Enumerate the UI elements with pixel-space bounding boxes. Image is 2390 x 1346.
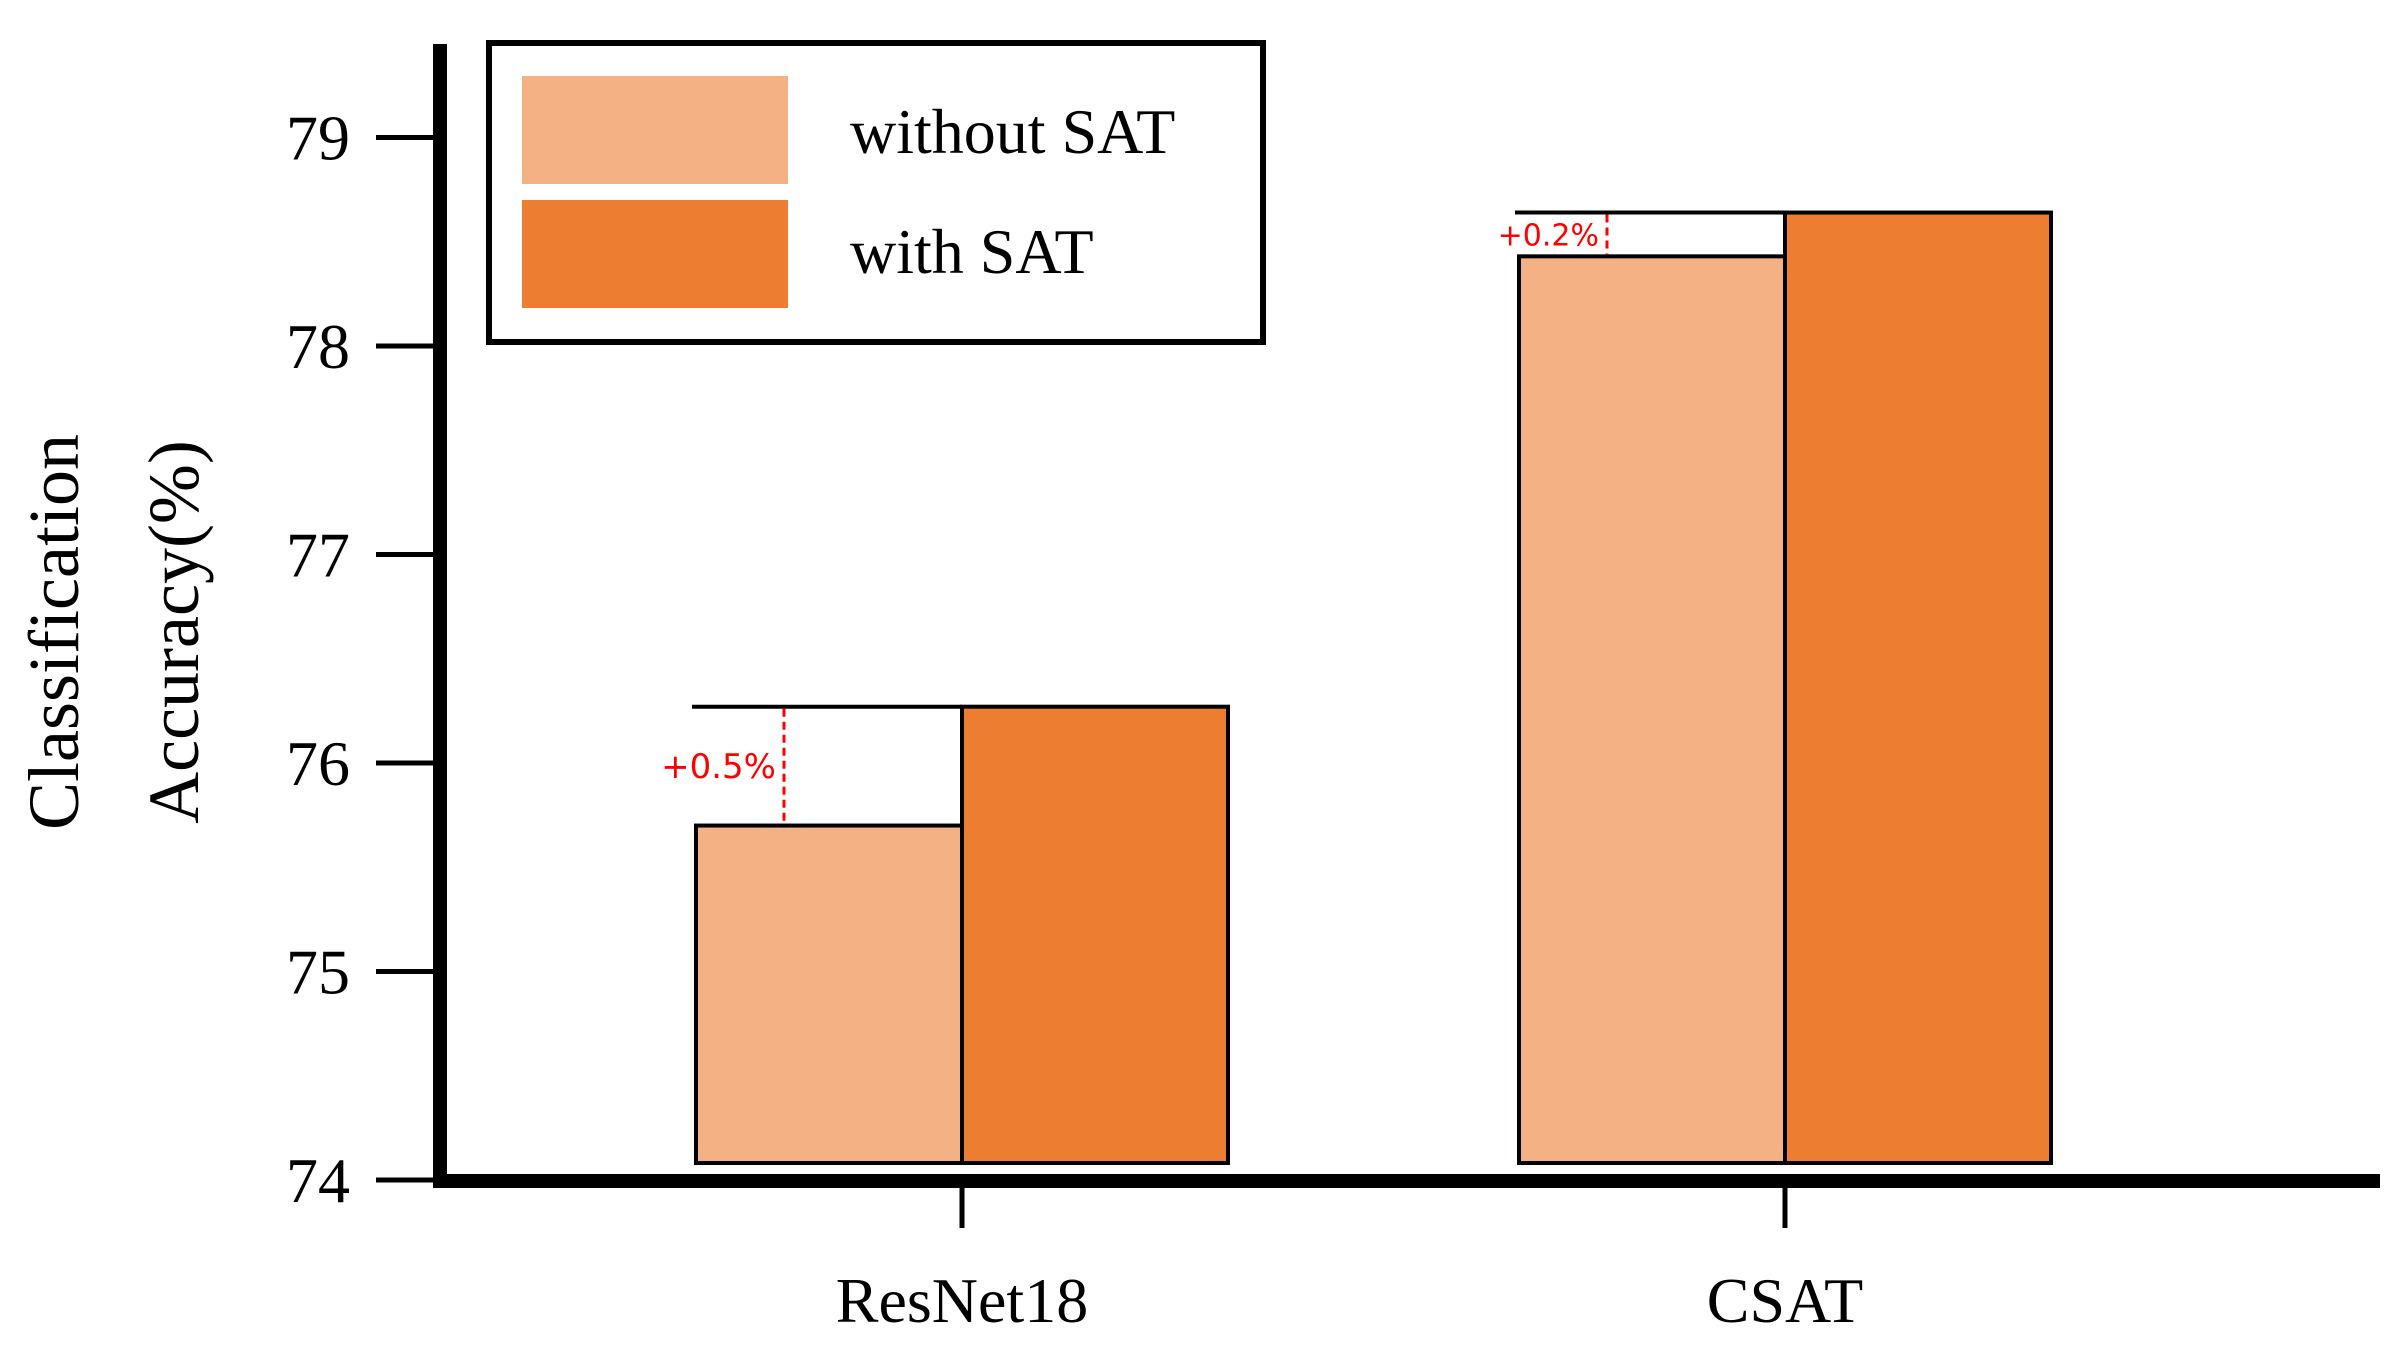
bars — [694, 210, 2053, 1166]
y-tick-label-77: 77 — [286, 520, 350, 591]
legend-swatch-with-sat — [522, 200, 788, 308]
bar-resnet18-without-sat — [694, 823, 964, 1165]
difference-label-resnet18: +0.5% — [661, 747, 776, 787]
y-tick-label-76: 76 — [286, 728, 350, 799]
difference-annotations: +0.5% +0.2% — [661, 210, 1785, 824]
bar-csat-with-sat — [1783, 210, 2053, 1165]
y-tick-label-75: 75 — [286, 937, 350, 1008]
y-axis-title: Classification Accuracy(%) — [14, 434, 214, 830]
y-axis-ticks: 74 75 76 77 78 79 — [286, 103, 433, 1216]
difference-label-csat: +0.2% — [1498, 218, 1599, 253]
y-axis-title-line-2: Accuracy(%) — [134, 440, 214, 824]
legend: without SAT with SAT — [486, 40, 1266, 345]
x-label-resnet18: ResNet18 — [836, 1265, 1088, 1336]
legend-swatch-without-sat — [522, 76, 788, 184]
y-tick-label-79: 79 — [286, 103, 350, 174]
y-tick-label-78: 78 — [286, 311, 350, 382]
bar-csat-without-sat — [1517, 254, 1787, 1166]
x-label-csat: CSAT — [1707, 1265, 1864, 1336]
y-axis-title-line-1: Classification — [14, 434, 94, 830]
legend-label-without-sat: without SAT — [850, 96, 1175, 167]
bar-resnet18-with-sat — [960, 704, 1230, 1166]
y-tick-label-74: 74 — [286, 1145, 350, 1216]
legend-label-with-sat: with SAT — [850, 216, 1094, 287]
